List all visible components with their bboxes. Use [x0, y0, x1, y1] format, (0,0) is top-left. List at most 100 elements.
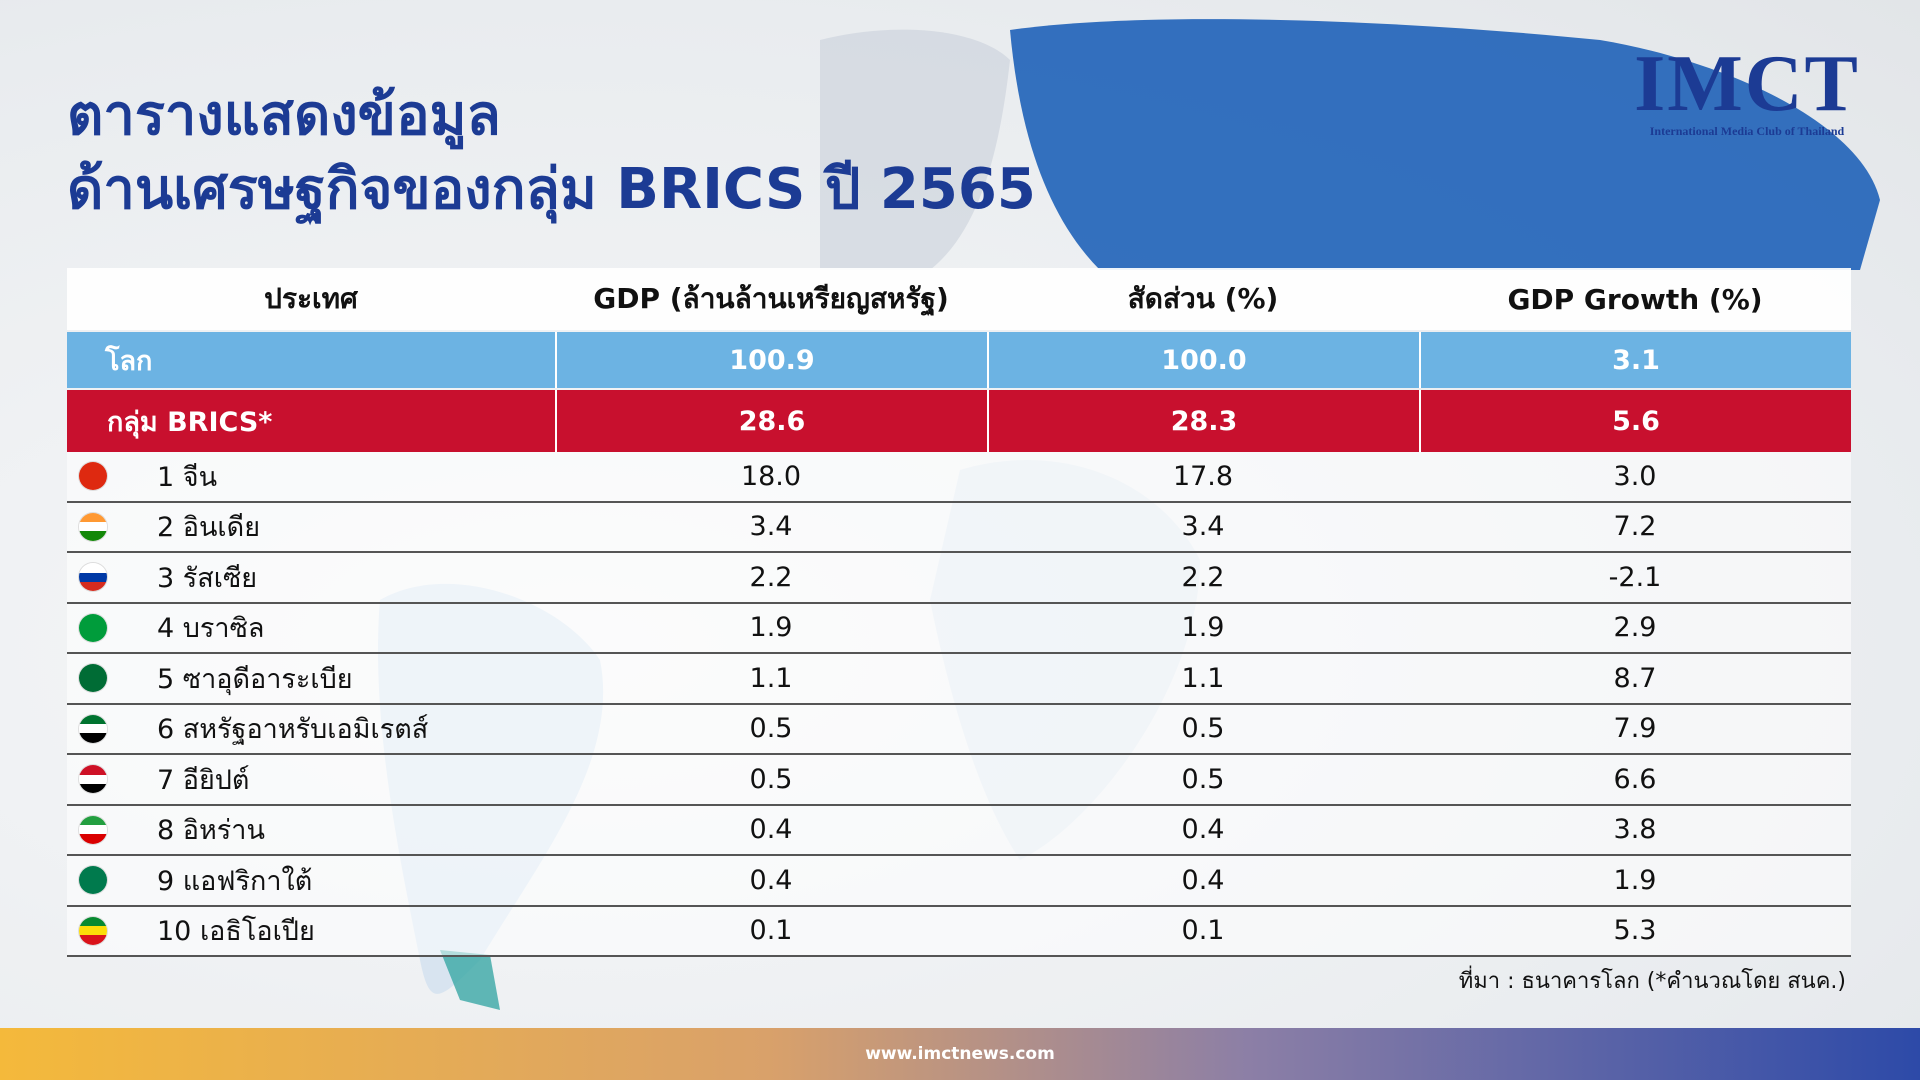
table: ประเทศ GDP (ล้านล้านเหรียญสหรัฐ) สัดส่วน (…: [67, 268, 1851, 957]
value-cell: 8.7: [1419, 654, 1851, 703]
country-cell: 3 รัสเซีย: [67, 553, 555, 602]
cell-text: 8 อิหร่าน: [157, 815, 265, 847]
value-cell: 17.8: [987, 452, 1419, 501]
cell-text: 1.1: [1181, 662, 1225, 694]
country-cell: 8 อิหร่าน: [67, 806, 555, 855]
cell-text: 4 บราซิล: [157, 613, 265, 645]
cell-text: 28.3: [1170, 405, 1238, 437]
cell-text: 1.9: [749, 612, 793, 644]
flag-icon: [79, 866, 107, 895]
value-cell: 5.3: [1419, 907, 1851, 956]
title: ตารางแสดงข้อมูล: [67, 83, 501, 148]
country-cell: 1 จีน: [67, 452, 555, 501]
cell-text: 100.9: [729, 344, 815, 376]
column-header: ประเทศ: [264, 282, 358, 315]
cell-text: 3.8: [1613, 814, 1657, 846]
country-cell: 5 ซาอุดีอาระเบีย: [67, 654, 555, 703]
flag-icon: [79, 815, 107, 844]
flag-icon: [79, 664, 107, 693]
country-cell: 10 เอธิโอเปีย: [67, 907, 555, 956]
value-cell: 1.1: [987, 654, 1419, 703]
cell-text: 0.5: [749, 713, 793, 745]
value-cell: 3.4: [555, 503, 987, 552]
value-cell: 6.6: [1419, 755, 1851, 804]
cell-text: 5.6: [1612, 405, 1660, 437]
cell-text: 0.4: [1181, 864, 1225, 896]
cell-text: 7 อียิปต์: [157, 764, 250, 796]
value-cell: 0.1: [555, 907, 987, 956]
table-row: 10 เอธิโอเปีย 0.1 0.1 5.3: [67, 906, 1851, 957]
country-cell: โลก: [67, 332, 555, 388]
title: ด้านเศรษฐกิจของกลุ่ม BRICS ปี 2565: [67, 157, 1036, 222]
cell-text: โลก: [105, 345, 153, 377]
value-cell: 100.9: [555, 332, 987, 388]
value-cell: 7.2: [1419, 503, 1851, 552]
cell-text: 2 อินเดีย: [157, 512, 261, 544]
table-row: 5 ซาอุดีอาระเบีย 1.1 1.1 8.7: [67, 654, 1851, 705]
logo: IMCT International Media Club of Thailan…: [1622, 44, 1872, 139]
cell-text: 2.2: [1181, 561, 1225, 593]
value-cell: 28.6: [555, 390, 987, 452]
cell-text: 17.8: [1172, 460, 1234, 492]
flag-icon: [79, 714, 107, 743]
value-cell: 0.4: [555, 856, 987, 905]
column-header: GDP Growth (%): [1507, 282, 1763, 316]
value-cell: 2.2: [555, 553, 987, 602]
cell-text: 0.5: [749, 763, 793, 795]
source: ที่มา : ธนาคารโลก (*คำนวณโดย สนค.): [1458, 969, 1846, 994]
country-cell: 9 แอฟริกาใต้: [67, 856, 555, 905]
cell-text: 3 รัสเซีย: [157, 562, 258, 594]
table-row: 9 แอฟริกาใต้ 0.4 0.4 1.9: [67, 856, 1851, 907]
cell-text: -2.1: [1608, 561, 1662, 593]
table-row: กลุ่ม BRICS* 28.6 28.3 5.6: [67, 390, 1851, 452]
value-cell: 0.5: [555, 705, 987, 754]
value-cell: 2.9: [1419, 604, 1851, 653]
table-row: 3 รัสเซีย 2.2 2.2 -2.1: [67, 553, 1851, 604]
table-row: 1 จีน 18.0 17.8 3.0: [67, 452, 1851, 503]
column-header: GDP (ล้านล้านเหรียญสหรัฐ): [593, 282, 949, 315]
flag-icon: [79, 563, 107, 592]
flag-icon: [79, 462, 107, 491]
cell-text: 18.0: [740, 460, 802, 492]
value-cell: 1.9: [1419, 856, 1851, 905]
cell-text: 3.1: [1612, 344, 1660, 376]
table-row: 6 สหรัฐอาหรับเอมิเรตส์ 0.5 0.5 7.9: [67, 704, 1851, 755]
cell-text: 3.4: [1181, 511, 1225, 543]
cell-text: 7.9: [1613, 713, 1657, 745]
cell-text: 6 สหรัฐอาหรับเอมิเรตส์: [157, 714, 429, 746]
country-cell: 4 บราซิล: [67, 604, 555, 653]
value-cell: 100.0: [987, 332, 1419, 388]
cell-text: 10 เอธิโอเปีย: [157, 916, 315, 948]
flag-icon: [79, 916, 107, 945]
value-cell: 3.1: [1419, 332, 1851, 388]
cell-text: 7.2: [1613, 511, 1657, 543]
value-cell: 7.9: [1419, 705, 1851, 754]
cell-text: 100.0: [1161, 344, 1247, 376]
country-cell: 2 อินเดีย: [67, 503, 555, 552]
cell-text: 2.2: [749, 561, 793, 593]
cell-text: 3.4: [749, 511, 793, 543]
cell-text: 0.1: [749, 915, 793, 947]
table-row: 8 อิหร่าน 0.4 0.4 3.8: [67, 805, 1851, 856]
value-cell: 0.4: [987, 856, 1419, 905]
cell-text: 1.9: [1613, 864, 1657, 896]
cell-text: 9 แอฟริกาใต้: [157, 865, 313, 897]
value-cell: 0.1: [987, 907, 1419, 956]
table-row: โลก 100.9 100.0 3.1: [67, 332, 1851, 388]
flag-icon: [79, 765, 107, 794]
value-cell: 0.5: [987, 705, 1419, 754]
cell-text: 8.7: [1613, 662, 1657, 694]
table-row: 7 อียิปต์ 0.5 0.5 6.6: [67, 755, 1851, 806]
value-cell: 0.4: [555, 806, 987, 855]
value-cell: 0.5: [555, 755, 987, 804]
value-cell: 3.8: [1419, 806, 1851, 855]
column-header: สัดส่วน (%): [1127, 282, 1279, 315]
value-cell: 5.6: [1419, 390, 1851, 452]
cell-text: 0.4: [1181, 814, 1225, 846]
cell-text: 6.6: [1613, 763, 1657, 795]
cell-text: 5.3: [1613, 915, 1657, 947]
cell-text: 1 จีน: [157, 461, 218, 493]
table-row: 2 อินเดีย 3.4 3.4 7.2: [67, 502, 1851, 553]
cell-text: 1.9: [1181, 612, 1225, 644]
